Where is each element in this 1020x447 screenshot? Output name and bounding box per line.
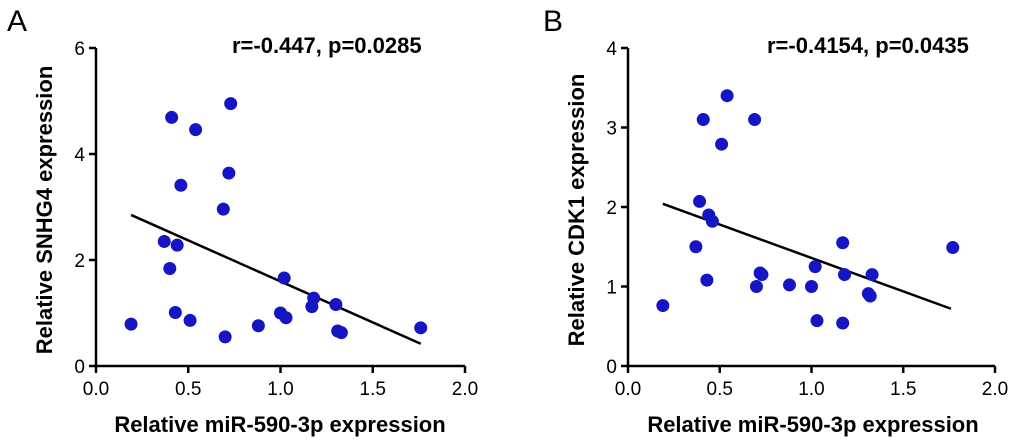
y-tick-label: 0 [606, 357, 617, 378]
data-point [838, 268, 852, 282]
data-point [696, 113, 710, 127]
data-point [222, 166, 236, 180]
y-tick-label: 0 [74, 357, 85, 378]
data-point [307, 291, 321, 305]
x-tick-label: 0.0 [83, 379, 109, 400]
data-point [163, 261, 177, 275]
data-point [705, 214, 719, 228]
correlation-annotation: r=-0.447, p=0.0285 [232, 33, 422, 58]
data-point [170, 238, 184, 252]
panel-letter: A [7, 5, 27, 38]
data-point [165, 110, 179, 124]
x-tick-label: 2.0 [452, 379, 478, 400]
data-point [782, 278, 796, 292]
data-point [805, 280, 818, 293]
data-point [836, 236, 850, 250]
data-point [715, 137, 729, 151]
data-point [689, 240, 703, 254]
data-point [224, 97, 238, 111]
data-point [700, 273, 714, 287]
data-point [836, 316, 850, 330]
data-point [810, 314, 824, 328]
data-point [656, 299, 670, 313]
y-tick-label: 2 [606, 198, 617, 219]
data-point [863, 289, 877, 303]
data-point [748, 113, 762, 127]
data-point [279, 311, 293, 325]
data-point [168, 305, 182, 319]
data-point [329, 298, 343, 312]
data-point [251, 319, 265, 333]
y-tick-label: 3 [606, 119, 617, 140]
x-tick-label: 2.0 [982, 379, 1008, 400]
panel-b: B r=-0.4154, p=0.0435 Relative CDK1 expr… [543, 5, 1008, 437]
x-tick-label: 0.5 [175, 379, 201, 400]
data-point [124, 317, 138, 331]
x-tick-label: 1.0 [798, 379, 824, 400]
panel-letter: B [543, 5, 563, 38]
y-tick-label: 2 [74, 251, 85, 272]
y-axis-title: Relative SNHG4 expression [32, 66, 57, 355]
x-axis-title: Relative miR-590-3p expression [647, 412, 978, 437]
data-point [218, 330, 232, 344]
data-point [808, 260, 822, 274]
data-point [277, 271, 291, 285]
data-point [414, 321, 428, 335]
data-point [157, 234, 171, 248]
panel-a: A r=-0.447, p=0.0285 Relative SNHG4 expr… [7, 5, 478, 437]
x-tick-label: 1.5 [890, 379, 916, 400]
regression-line [130, 213, 422, 345]
data-point [749, 280, 763, 293]
x-tick-label: 0.5 [707, 379, 733, 400]
y-tick-label: 4 [74, 145, 85, 166]
data-point [216, 202, 230, 216]
plot-area: 0 2 4 6 0.0 0.5 1.0 1.5 2.0 [74, 39, 478, 400]
plot-area: 0 1 2 3 4 0.0 0.5 1.0 1.5 2.0 [606, 39, 1008, 400]
data-point [183, 313, 197, 327]
data-point [693, 194, 707, 208]
x-tick-label: 1.5 [360, 379, 386, 400]
correlation-annotation: r=-0.4154, p=0.0435 [767, 33, 969, 58]
x-tick-label: 1.0 [267, 379, 293, 400]
data-point [174, 178, 188, 192]
y-tick-label: 1 [606, 278, 617, 299]
y-tick-label: 6 [74, 39, 85, 60]
y-axis-title: Relative CDK1 expression [564, 74, 589, 347]
x-axis-title: Relative miR-590-3p expression [114, 412, 445, 437]
x-tick-label: 0.0 [615, 379, 641, 400]
data-point [755, 268, 769, 282]
y-tick-label: 4 [606, 39, 617, 60]
data-point [865, 268, 879, 282]
data-point [334, 326, 348, 340]
data-point [189, 123, 203, 137]
data-point [946, 241, 960, 255]
data-point [720, 89, 734, 103]
